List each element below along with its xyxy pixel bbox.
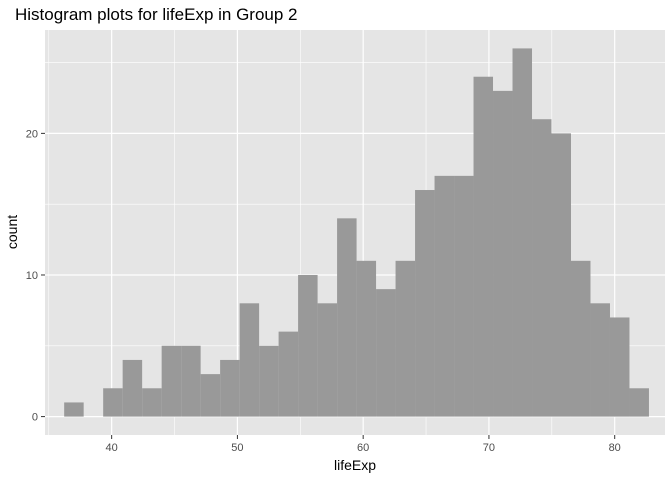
histogram-bar bbox=[551, 133, 571, 417]
chart-title: Histogram plots for lifeExp in Group 2 bbox=[15, 5, 298, 24]
histogram-bar bbox=[278, 331, 299, 417]
histogram-bar bbox=[259, 345, 279, 417]
histogram-bar bbox=[473, 76, 494, 417]
histogram-bar bbox=[570, 260, 591, 417]
histogram-bar bbox=[434, 175, 455, 417]
x-tick-label: 80 bbox=[609, 442, 621, 454]
histogram-bar bbox=[200, 374, 221, 417]
histogram-bar bbox=[493, 90, 513, 417]
histogram-bar bbox=[103, 388, 123, 417]
histogram-bar bbox=[317, 303, 338, 417]
y-tick-label: 20 bbox=[26, 128, 38, 140]
histogram-bar bbox=[629, 388, 649, 417]
histogram-bar bbox=[609, 317, 630, 417]
histogram-bar bbox=[298, 274, 318, 417]
histogram-bar bbox=[395, 260, 416, 417]
histogram-bar bbox=[337, 218, 357, 417]
y-axis: 0 10 20 bbox=[26, 128, 45, 424]
y-tick-label: 0 bbox=[32, 412, 38, 424]
histogram-bar bbox=[415, 190, 435, 417]
x-axis-title: lifeExp bbox=[334, 457, 376, 473]
histogram-bar bbox=[64, 402, 84, 417]
histogram-bar bbox=[454, 175, 474, 417]
histogram-bar bbox=[142, 388, 162, 417]
histogram-bar bbox=[532, 119, 552, 417]
histogram-bar bbox=[122, 359, 143, 417]
x-axis: 40 50 60 70 80 bbox=[106, 435, 621, 454]
x-tick-label: 60 bbox=[357, 442, 369, 454]
x-tick-label: 50 bbox=[231, 442, 243, 454]
histogram-bar bbox=[220, 359, 240, 417]
histogram-bar bbox=[239, 303, 260, 417]
x-tick-label: 70 bbox=[483, 442, 495, 454]
y-tick-label: 10 bbox=[26, 270, 38, 282]
histogram-bar bbox=[512, 48, 533, 417]
histogram-bar bbox=[161, 345, 182, 417]
histogram-bar bbox=[376, 289, 396, 417]
x-tick-label: 40 bbox=[106, 442, 118, 454]
histogram-bar bbox=[356, 260, 377, 417]
y-axis-title: count bbox=[4, 215, 20, 249]
histogram-bar bbox=[181, 345, 201, 417]
histogram-bar bbox=[590, 303, 610, 417]
histogram-bars bbox=[64, 48, 649, 417]
